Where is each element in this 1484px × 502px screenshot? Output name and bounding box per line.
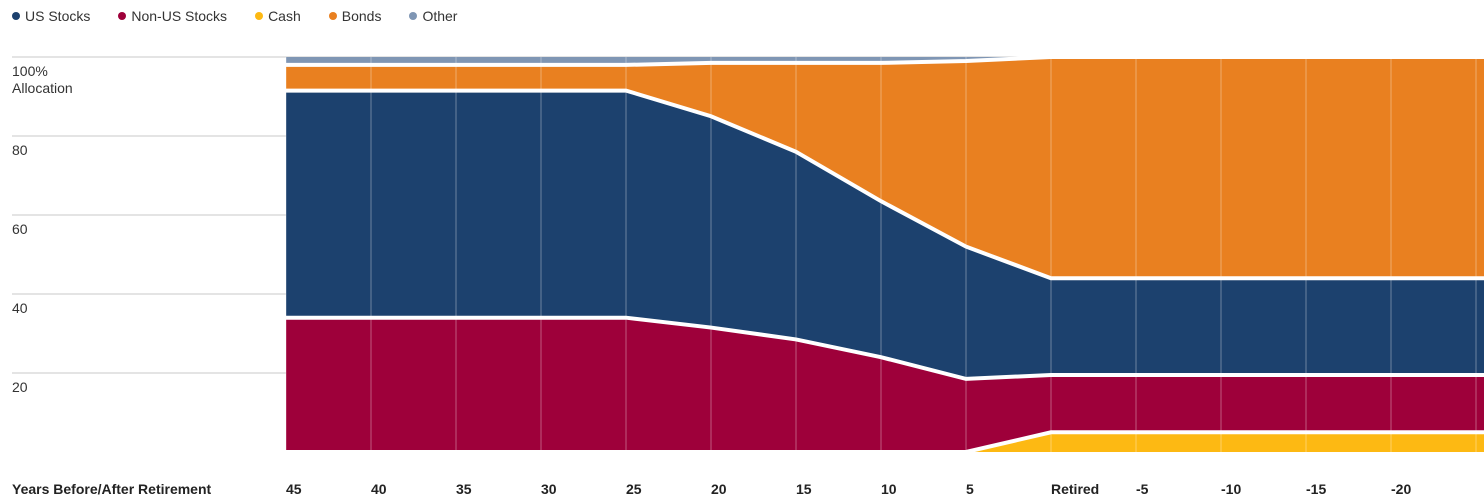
x-tick-label: 20 [711,481,727,497]
area-extension [1391,57,1484,452]
legend-swatch-cash [255,12,264,20]
x-tick-label: 25 [626,481,642,497]
chart-legend: US Stocks Non-US Stocks Cash Bonds Other [12,6,485,26]
x-tick-label: 30 [541,481,557,497]
area-us-stocks [286,90,1391,379]
legend-label: Bonds [341,8,382,24]
x-tick-label: 5 [966,481,974,497]
legend-item-cash: Cash [255,8,301,24]
legend-swatch-bonds [328,12,337,20]
y-tick-label: 40 [12,300,28,317]
area-ext-cash [1391,432,1484,452]
y-axis-unit: Allocation [12,80,73,96]
area-series [285,55,1484,454]
layer-separator [286,55,1484,67]
x-tick-label: -10 [1221,481,1241,497]
area-ext-bonds [1391,57,1484,279]
x-axis-title: Years Before/After Retirement [12,481,212,497]
layer-separator [286,315,1484,381]
legend-label: US Stocks [25,8,91,24]
y-tick-label: 80 [12,142,28,159]
area-non-us-stocks [286,317,1391,452]
x-tick-label: 35 [456,481,472,497]
area-ext-us-stocks [1391,278,1484,375]
y-tick-label: 20 [12,379,28,396]
legend-swatch-other [409,12,418,20]
y-tick-label: 60 [12,221,28,238]
x-tick-label: 40 [371,481,387,497]
x-axis-ticks: 45 40 35 30 25 20 15 10 5 Retired -5 -10 -15 -20 [286,481,1411,497]
legend-label: Cash [268,8,301,24]
layer-separator [286,430,1484,454]
legend-label: Non-US Stocks [131,8,228,24]
area-cash [286,432,1391,452]
legend-swatch-non-us-stocks [118,12,127,20]
x-tick-label: 10 [881,481,897,497]
legend-item-other: Other [409,8,457,24]
legend-item-non-us-stocks: Non-US Stocks [118,8,227,24]
legend-swatch-us-stocks [12,12,20,20]
layer-separator [286,88,1484,281]
x-tick-label: Retired [1051,481,1099,497]
x-tick-label: 45 [286,481,302,497]
legend-label: Other [422,8,458,24]
x-tick-label: -20 [1391,481,1411,497]
y-tick-value: 100% [12,63,48,79]
y-tick-label: 100% Allocation [12,63,73,97]
legend-item-us-stocks: US Stocks [12,8,90,24]
x-tick-label: 15 [796,481,812,497]
y-tick-value: 20 [12,379,28,395]
area-bonds [286,57,1391,279]
legend-item-bonds: Bonds [328,8,382,24]
x-tick-label: -15 [1306,481,1326,497]
y-tick-value: 80 [12,142,28,158]
y-tick-value: 40 [12,300,28,316]
y-tick-value: 60 [12,221,28,237]
x-tick-label: -5 [1136,481,1149,497]
area-ext-non-us-stocks [1391,374,1484,433]
